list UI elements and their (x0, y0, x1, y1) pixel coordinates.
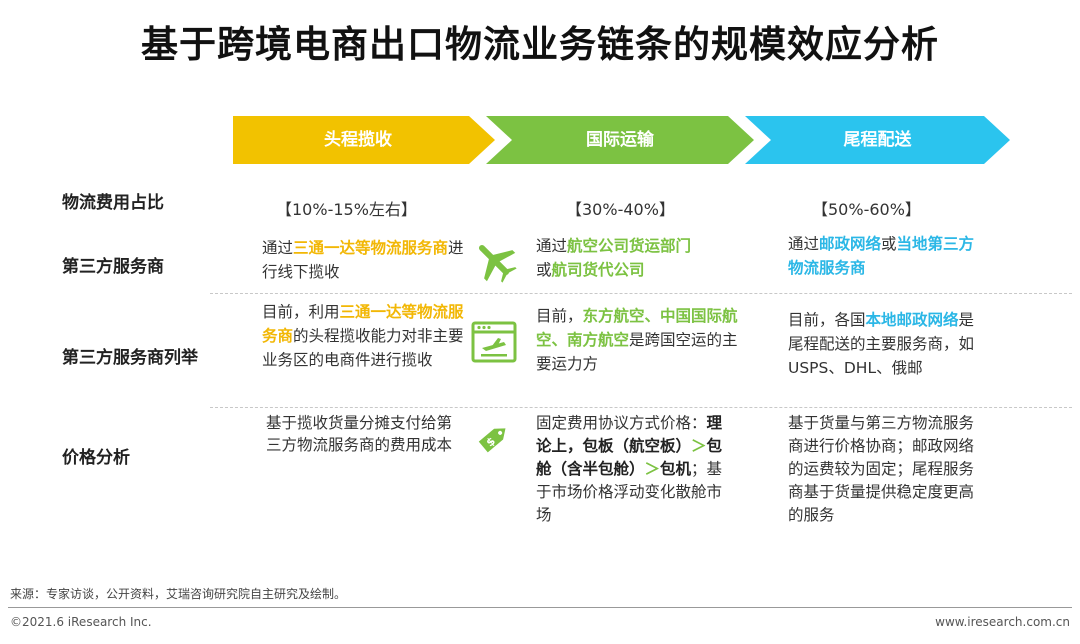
price-tag-icon: $ (474, 418, 514, 458)
page-title: 基于跨境电商出口物流业务链条的规模效应分析 (141, 23, 939, 66)
source-note: 来源：专家访谈，公开资料，艾瑞咨询研究院自主研究及绘制。 (10, 587, 347, 601)
provider-last-mile: 通过邮政网络或当地第三方物流服务商 (788, 235, 975, 277)
pricing-international: 固定费用协议方式价格：理论上，包板（航空板）＞包舱（含半包舱）＞包机；基于市场价… (536, 414, 723, 524)
row-label-examples: 第三方服务商列举 (62, 348, 198, 368)
row-label-provider: 第三方服务商 (62, 257, 164, 277)
cost-share-international: 【30%-40%】 (566, 200, 675, 219)
examples-first-mile: 目前，利用三通一达等物流服务商的头程揽收能力对非主要业务区的电商件进行揽收 (262, 303, 464, 369)
provider-international: 通过航空公司货运部门 或航司货代公司 (536, 237, 692, 279)
cost-share-last-mile: 【50%-60%】 (812, 200, 921, 219)
examples-last-mile: 目前，各国本地邮政网络是尾程配送的主要服务商，如USPS、DHL、俄邮 (788, 311, 975, 377)
stage-label: 尾程配送 (843, 130, 912, 150)
browser-flight-icon (470, 318, 518, 366)
pricing-last-mile: 基于货量与第三方物流服务商进行价格协商；邮政网络的运费较为固定；尾程服务商基于货… (788, 414, 975, 524)
cost-share-first-mile: 【10%-15%左右】 (276, 200, 417, 219)
airplane-icon (470, 236, 518, 284)
stage-chevron-international: 国际运输 (486, 116, 754, 164)
provider-first-mile: 通过三通一达等物流服务商进行线下揽收 (262, 239, 464, 281)
row-label-cost-share: 物流费用占比 (62, 193, 164, 213)
copyright: ©2021.6 iResearch Inc. (10, 615, 152, 629)
stage-label: 头程揽收 (324, 130, 392, 150)
stage-chevron-last-mile: 尾程配送 (745, 116, 1010, 164)
stage-chevron-first-mile: 头程揽收 (233, 116, 495, 164)
row-divider (210, 293, 1072, 294)
row-divider (210, 407, 1072, 408)
website-link[interactable]: www.iresearch.com.cn (935, 615, 1070, 629)
pricing-first-mile: 基于揽收货量分摊支付给第三方物流服务商的费用成本 (266, 414, 453, 454)
stage-label: 国际运输 (586, 130, 654, 150)
examples-international: 目前，东方航空、中国国际航空、南方航空是跨国空运的主要运力方 (536, 307, 738, 373)
footer-rule (8, 607, 1072, 608)
row-label-pricing: 价格分析 (62, 448, 130, 468)
